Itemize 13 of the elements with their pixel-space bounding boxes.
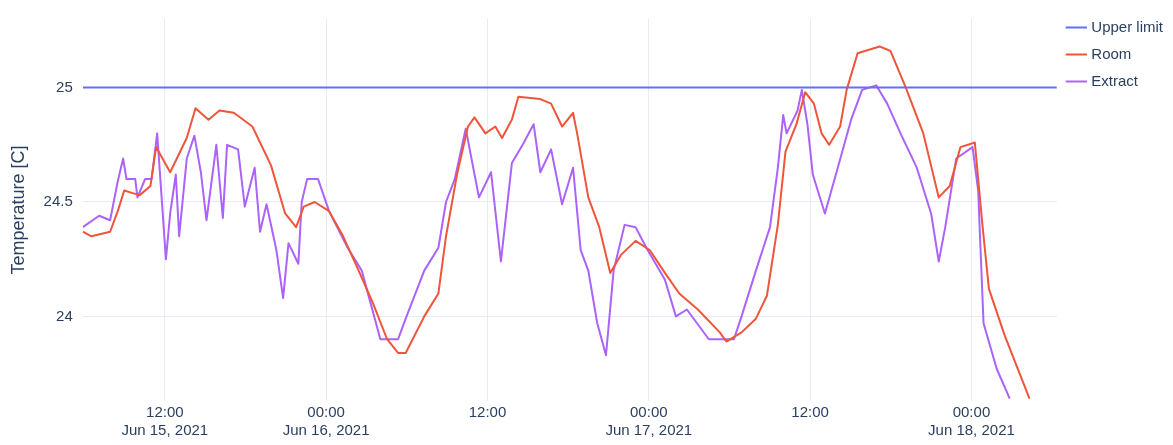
y-tick-label: 24 bbox=[56, 306, 73, 324]
y-tick-label: 25 bbox=[56, 77, 73, 95]
x-tick-label: 00:00 Jun 16, 2021 bbox=[282, 403, 370, 439]
y-axis-title: Temperature [C] bbox=[7, 145, 28, 275]
legend-label: Room bbox=[1091, 44, 1132, 62]
x-tick-label: 12:00 Jun 15, 2021 bbox=[121, 403, 209, 439]
y-tick-label: 24.5 bbox=[43, 192, 73, 210]
x-tick-label: 12:00 bbox=[468, 403, 507, 421]
x-tick-label: 00:00 Jun 17, 2021 bbox=[605, 403, 693, 439]
legend-label: Extract bbox=[1091, 71, 1139, 89]
x-tick-label: 12:00 bbox=[791, 403, 829, 421]
legend-label: Upper limit bbox=[1091, 17, 1164, 35]
x-tick-label: 00:00 Jun 18, 2021 bbox=[928, 403, 1015, 439]
